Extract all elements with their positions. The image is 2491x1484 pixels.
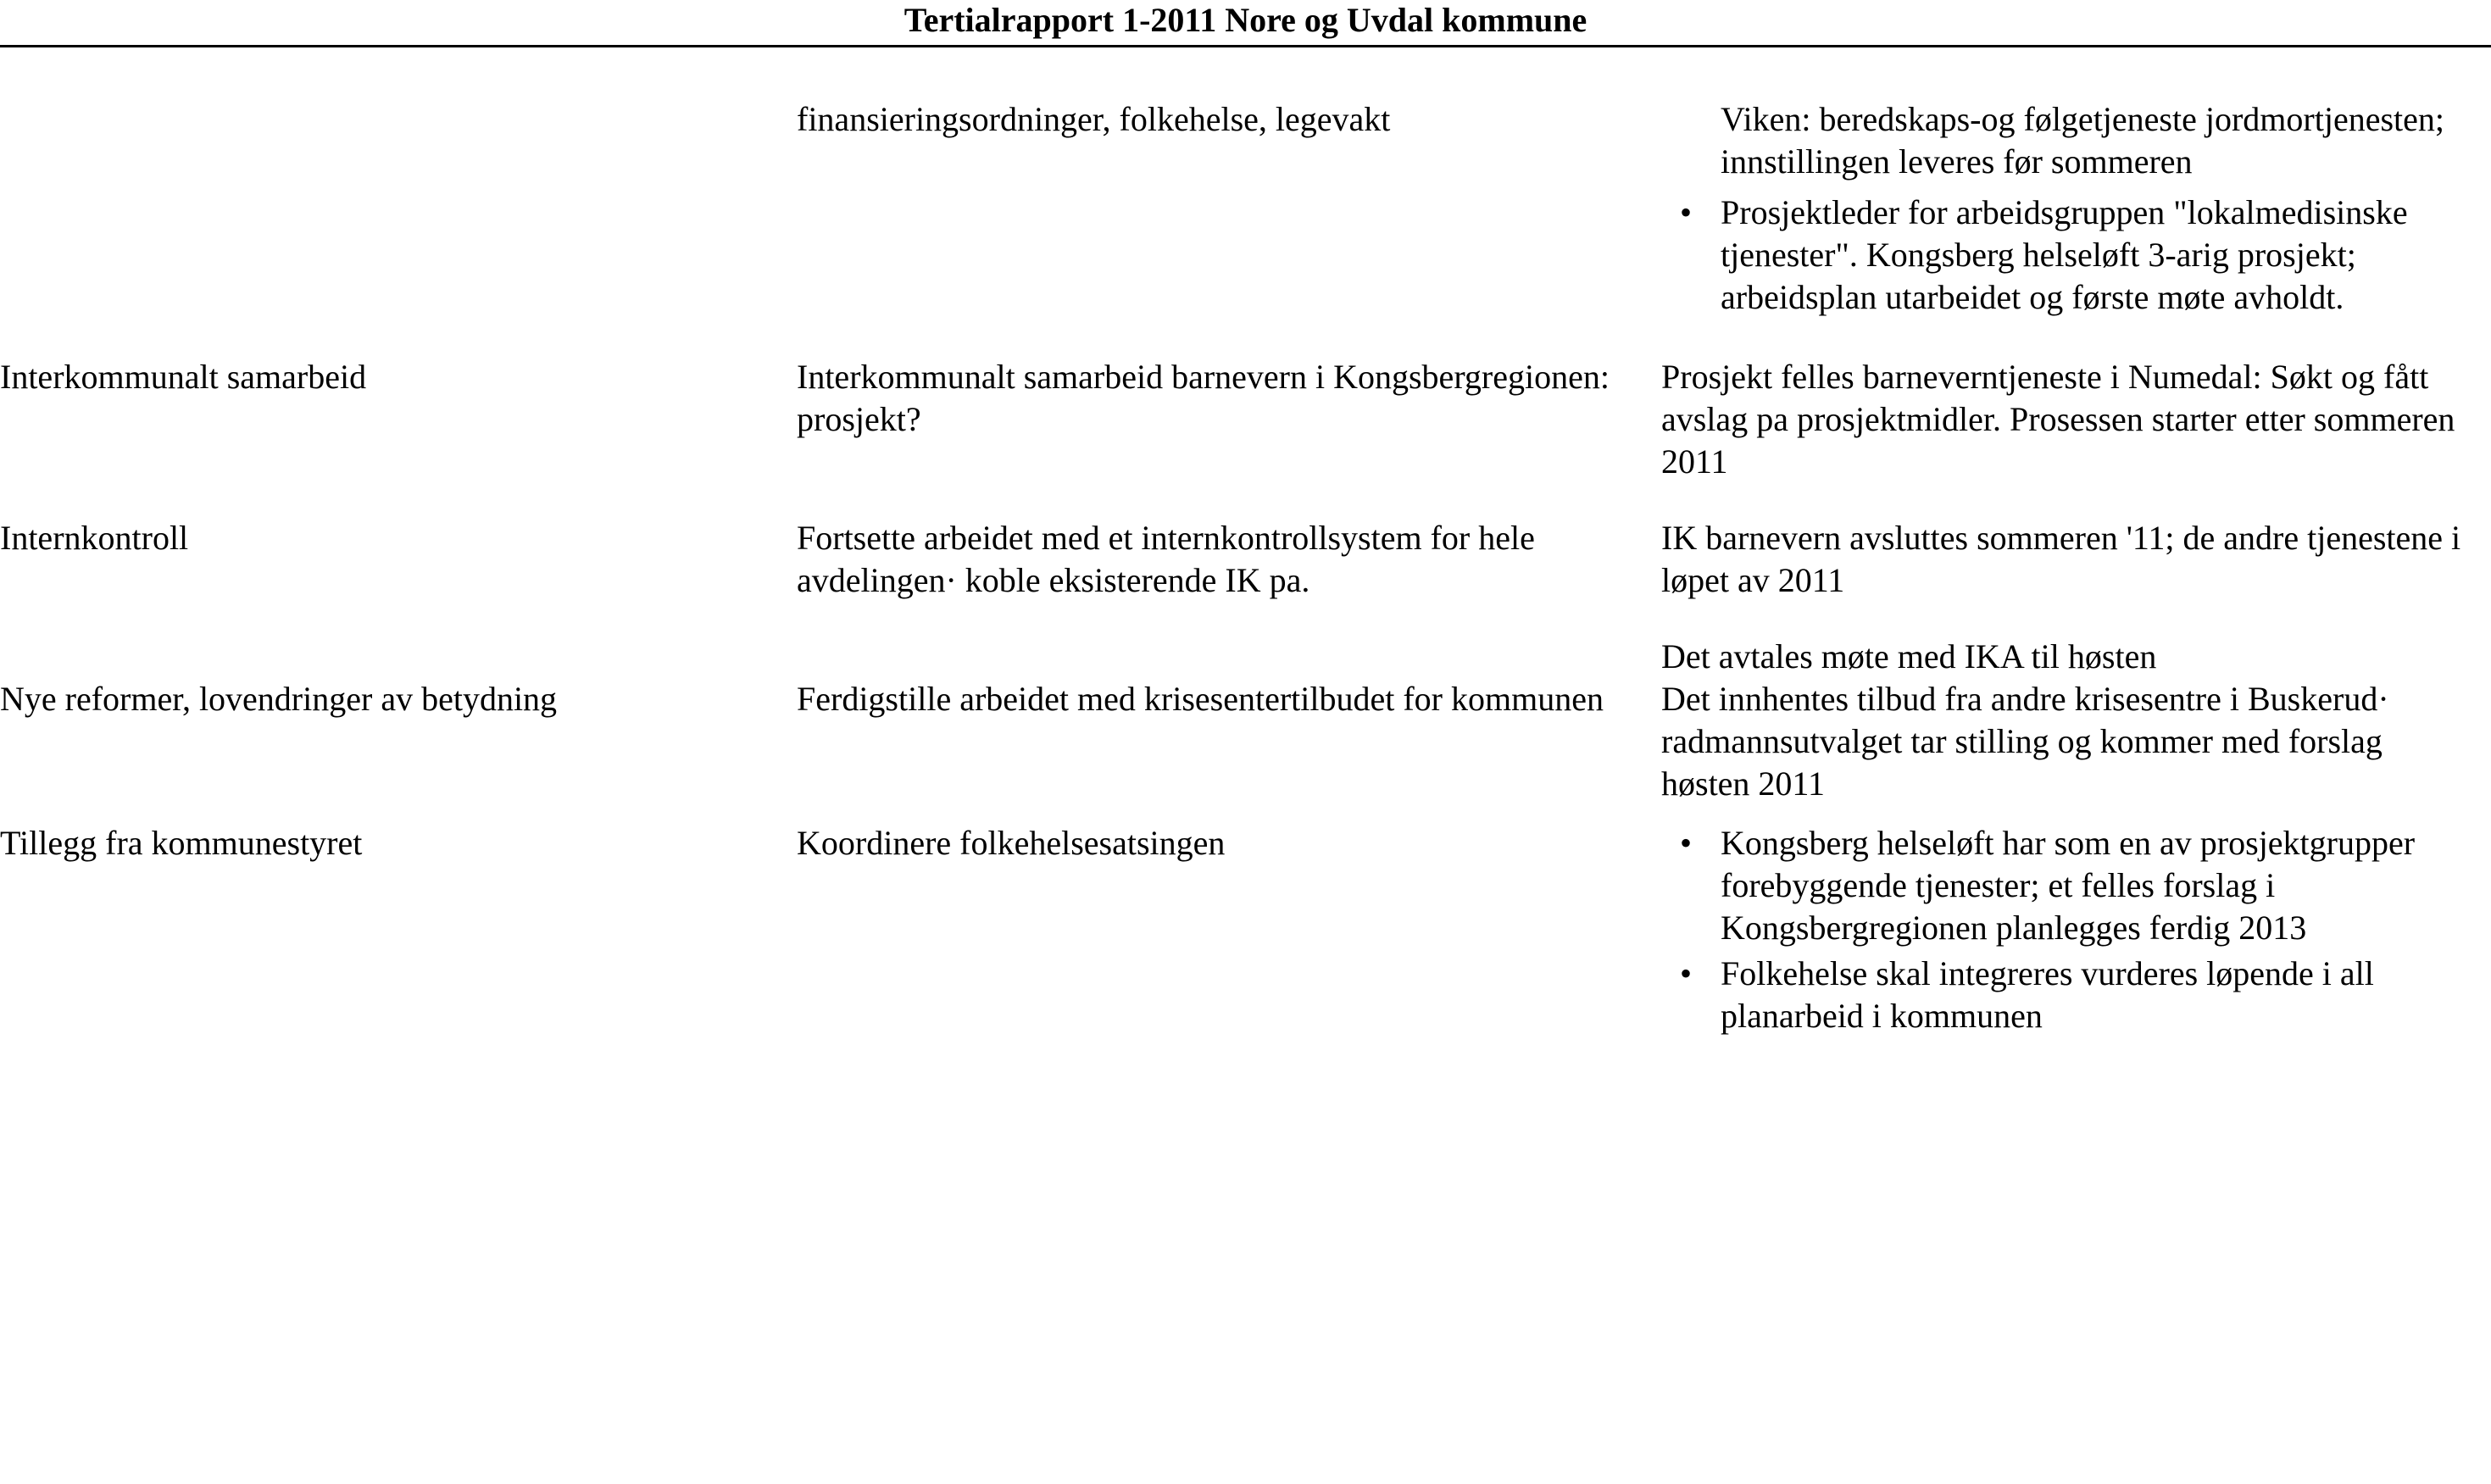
activity-text: Interkommunalt samarbeid barnevern i Kon… (797, 358, 1610, 438)
status-bullet-item: Kongsberg helseløft har som en av prosje… (1661, 822, 2474, 949)
status-bullets: Prosjektleder for arbeidsgruppen "lokalm… (1661, 192, 2474, 319)
status-text: Det innhentes tilbud fra andre krisesent… (1661, 680, 2389, 803)
page: Tertialrapport 1-2011 Nore og Uvdal komm… (0, 0, 2491, 1075)
topic-text: Nye reformer, lovendringer av betydning (0, 680, 557, 718)
cell-activity: Ferdigstille arbeidet med krisesentertil… (797, 678, 1661, 822)
cell-activity: Fortsette arbeidet med et internkontroll… (797, 517, 1661, 678)
table-row: finansieringsordninger, folkehelse, lege… (0, 98, 2491, 356)
activity-text: finansieringsordninger, folkehelse, lege… (797, 98, 1644, 141)
status-bullet-item: Folkehelse skal integreres vurderes løpe… (1661, 953, 2474, 1037)
status-text-2: Det avtales møte med IKA til høsten (1661, 636, 2474, 678)
cell-status: IK barnevern avsluttes sommeren '11; de … (1661, 517, 2491, 678)
topic-text: Tillegg fra kommunestyret (0, 824, 362, 862)
cell-activity: Interkommunalt samarbeid barnevern i Kon… (797, 356, 1661, 517)
status-text: IK barnevern avsluttes sommeren '11; de … (1661, 517, 2474, 602)
status-bullet-item: Prosjektleder for arbeidsgruppen "lokalm… (1661, 192, 2474, 319)
bullet-text: Prosjektleder for arbeidsgruppen "lokalm… (1721, 193, 2408, 316)
topic-text: Internkontroll (0, 519, 188, 557)
activity-text: Koordinere folkehelsesatsingen (797, 824, 1225, 862)
page-title: Tertialrapport 1-2011 Nore og Uvdal komm… (904, 0, 1587, 40)
topic-text: Interkommunalt samarbeid (0, 358, 366, 396)
table-row: Nye reformer, lovendringer av betydning … (0, 678, 2491, 822)
cell-topic: Nye reformer, lovendringer av betydning (0, 678, 797, 822)
status-text: Prosjekt felles barneverntjeneste i Nume… (1661, 358, 2455, 481)
cell-topic (0, 98, 797, 356)
cell-status: Det innhentes tilbud fra andre krisesent… (1661, 678, 2491, 822)
cell-status: Kongsberg helseløft har som en av prosje… (1661, 822, 2491, 1075)
table-row: Interkommunalt samarbeid Interkommunalt … (0, 356, 2491, 517)
bullet-text: Folkehelse skal integreres vurderes løpe… (1721, 954, 2374, 1035)
cell-topic: Interkommunalt samarbeid (0, 356, 797, 517)
bullet-text: Kongsberg helseløft har som en av prosje… (1721, 824, 2415, 947)
status-bullets: Kongsberg helseløft har som en av prosje… (1661, 822, 2474, 1037)
table-row: Internkontroll Fortsette arbeidet med et… (0, 517, 2491, 678)
table-row: Tillegg fra kommunestyret Koordinere fol… (0, 822, 2491, 1075)
cell-topic: Tillegg fra kommunestyret (0, 822, 797, 1075)
activity-text: Ferdigstille arbeidet med krisesentertil… (797, 680, 1604, 718)
cell-activity: Koordinere folkehelsesatsingen (797, 822, 1661, 1075)
page-header: Tertialrapport 1-2011 Nore og Uvdal komm… (0, 0, 2491, 47)
report-table: finansieringsordninger, folkehelse, lege… (0, 98, 2491, 1075)
activity-text: Fortsette arbeidet med et internkontroll… (797, 519, 1535, 599)
cell-topic: Internkontroll (0, 517, 797, 678)
cell-activity: finansieringsordninger, folkehelse, lege… (797, 98, 1661, 356)
cell-status: Prosjekt felles barneverntjeneste i Nume… (1661, 356, 2491, 517)
status-text: Viken: beredskaps-og følgetjeneste jordm… (1661, 98, 2474, 183)
cell-status: Viken: beredskaps-og følgetjeneste jordm… (1661, 98, 2491, 356)
